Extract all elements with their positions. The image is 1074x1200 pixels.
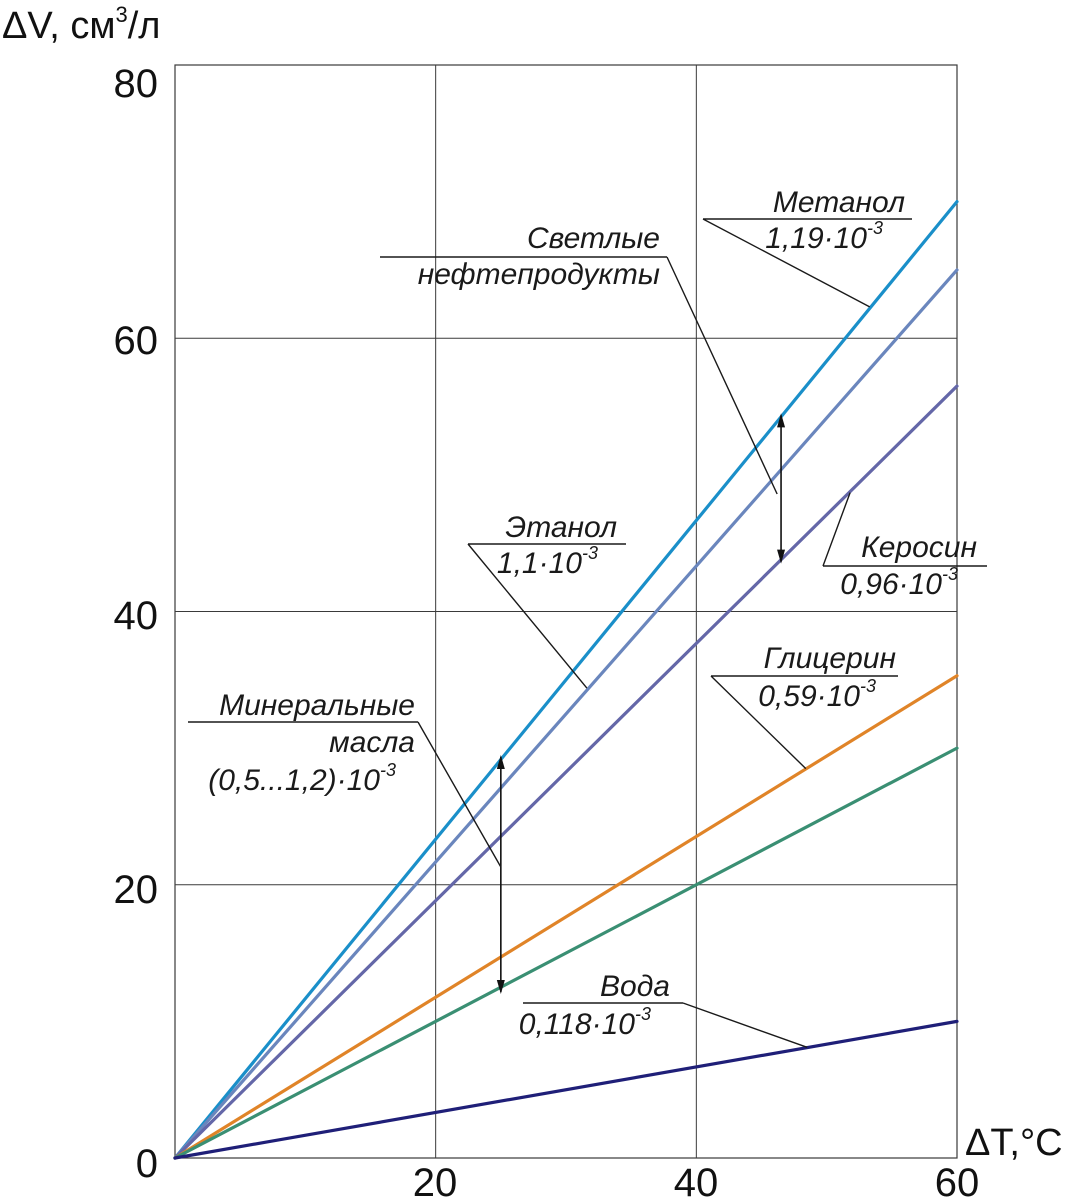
annotation-coef: 1,1·10-3 [497,543,598,580]
annotation-coef: (0,5...1,2)·10-3 [208,760,396,797]
annotation-coef-exp: -3 [860,676,876,696]
range-arrow-head-bottom [496,980,505,995]
annotation-etanol: Этанол 1,1·10-3 [497,511,617,580]
annotation-coef: 1,19·10-3 [765,218,883,255]
series-lines [173,200,959,1160]
annotation-leader [702,218,912,308]
y-axis-title-main: ΔV, см [2,5,115,47]
annotation-coef-base: 1,1·10 [497,547,582,580]
y-tick-label: 40 [114,594,159,638]
y-tick-label: 80 [114,62,159,106]
annotation-coef-base: 0,118·10 [519,1008,636,1041]
annotation-coef-base: 0,96·10 [840,568,942,601]
y-tick-label: 0 [136,1142,158,1186]
annotation-name-line1: Светлые [527,222,660,255]
y-axis-title-tail: /л [128,5,161,47]
x-tick-label: 40 [674,1161,719,1200]
annotation-coef: 0,118·10-3 [519,1004,651,1041]
annotation-coef-exp: -3 [635,1004,651,1024]
annotation-metanol: Метанол 1,19·10-3 [765,186,905,255]
annotation-leader [380,256,778,495]
annotation-coef-base: (0,5...1,2)·10 [208,764,380,797]
series-line [173,746,959,1160]
y-axis-title-sup: 3 [115,2,127,27]
annotation-name: Метанол [773,186,905,219]
annotation-name: Глицерин [764,642,896,675]
x-tick-label: 60 [935,1161,980,1200]
annotation-name-line2: нефтепродукты [418,258,660,291]
annotation-name-line1: Минеральные [219,689,415,722]
range-arrow-head-top [496,754,505,769]
series-line [173,200,959,1160]
y-tick-labels: 0 20 40 60 80 [114,62,159,1186]
annotation-leader [467,543,626,689]
annotation-coef: 0,96·10-3 [840,564,958,601]
annotation-coef-base: 0,59·10 [758,680,860,713]
annotation-coef-base: 1,19·10 [765,222,867,255]
y-axis-title: ΔV, см3/л [2,2,160,47]
annotation-leaders [188,218,987,1048]
range-markers [496,413,786,995]
annotation-leader [822,492,987,567]
x-axis-title: ΔT,°C [965,1122,1063,1164]
annotation-name-line2: масла [329,726,415,759]
range-arrow-head-top [777,413,786,428]
annotation-mineral: Минеральные масла (0,5...1,2)·10-3 [208,689,415,797]
annotation-name: Этанол [505,511,617,544]
annotation-glicerin: Глицерин 0,59·10-3 [758,642,896,713]
annotation-coef-exp: -3 [582,543,598,563]
grid [174,64,958,1159]
x-tick-labels: 20 40 60 [413,1161,980,1200]
series-line [173,674,959,1160]
series-line [173,268,959,1160]
annotation-name: Керосин [861,531,977,564]
annotation-name: Вода [600,970,670,1003]
annotation-coef-exp: -3 [380,760,396,780]
range-arrow-head-bottom [777,549,786,564]
annotation-coef-exp: -3 [867,218,883,238]
annotation-voda: Вода 0,118·10-3 [519,970,670,1041]
annotation-kerosin: Керосин 0,96·10-3 [840,531,977,601]
series-line [173,384,959,1160]
annotation-leader [523,1002,808,1048]
y-tick-label: 60 [114,319,159,363]
x-tick-label: 20 [413,1161,458,1200]
annotation-svetlye: Светлые нефтепродукты [418,222,660,291]
annotation-leader [710,675,898,770]
y-tick-label: 20 [114,868,159,912]
series-line [173,1019,959,1160]
annotation-coef: 0,59·10-3 [758,676,876,713]
annotation-coef-exp: -3 [942,564,958,584]
annotation-leader [188,721,502,868]
